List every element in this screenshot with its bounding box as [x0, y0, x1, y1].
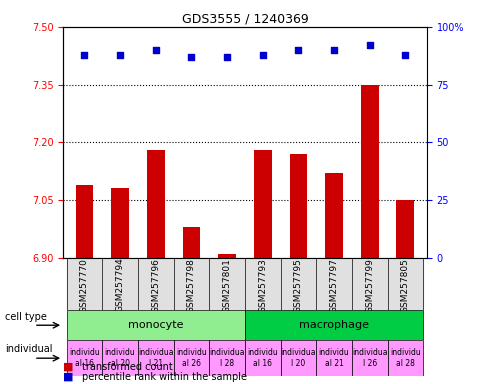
FancyBboxPatch shape [137, 340, 173, 376]
Bar [324, 173, 342, 258]
Bar [173, 258, 209, 310]
Text: GSM257794: GSM257794 [115, 258, 124, 313]
Bar [360, 84, 378, 258]
Bar [289, 154, 307, 258]
FancyBboxPatch shape [173, 340, 209, 376]
Bar [76, 185, 93, 258]
Point [187, 54, 195, 60]
Bar [66, 258, 102, 310]
Text: individua
l 20: individua l 20 [280, 349, 316, 368]
Bar [147, 150, 165, 258]
FancyBboxPatch shape [280, 340, 316, 376]
FancyBboxPatch shape [66, 310, 244, 340]
Text: individu
al 16: individu al 16 [69, 349, 100, 368]
Text: GSM257796: GSM257796 [151, 258, 160, 313]
Point [151, 47, 159, 53]
Text: macrophage: macrophage [299, 320, 368, 330]
Text: individu
al 16: individu al 16 [247, 349, 277, 368]
Text: GSM257798: GSM257798 [186, 258, 196, 313]
Text: GSM257770: GSM257770 [80, 258, 89, 313]
Point [330, 47, 337, 53]
Bar [102, 258, 137, 310]
FancyBboxPatch shape [351, 340, 387, 376]
FancyBboxPatch shape [316, 340, 351, 376]
Bar [137, 258, 173, 310]
Bar [280, 258, 316, 310]
Text: individua
l 28: individua l 28 [209, 349, 244, 368]
Text: transformed count: transformed count [82, 362, 173, 372]
Bar [316, 258, 351, 310]
FancyBboxPatch shape [244, 340, 280, 376]
Text: GSM257801: GSM257801 [222, 258, 231, 313]
FancyBboxPatch shape [244, 310, 423, 340]
Text: GSM257797: GSM257797 [329, 258, 338, 313]
Text: individu
al 26: individu al 26 [176, 349, 206, 368]
Text: individu
al 21: individu al 21 [318, 349, 349, 368]
Text: ■: ■ [63, 362, 74, 372]
Point [365, 42, 373, 48]
FancyBboxPatch shape [66, 340, 102, 376]
Text: individua
l 26: individua l 26 [351, 349, 387, 368]
Bar [244, 258, 280, 310]
Bar [218, 254, 236, 258]
Text: ■: ■ [63, 372, 74, 382]
Text: cell type: cell type [5, 312, 46, 322]
Point [80, 51, 88, 58]
Bar [182, 227, 200, 258]
FancyBboxPatch shape [209, 340, 244, 376]
Text: monocyte: monocyte [128, 320, 183, 330]
Bar [351, 258, 387, 310]
Point [223, 54, 230, 60]
Point [116, 51, 124, 58]
FancyBboxPatch shape [102, 340, 137, 376]
Text: GSM257799: GSM257799 [364, 258, 374, 313]
Point [401, 51, 408, 58]
Text: percentile rank within the sample: percentile rank within the sample [82, 372, 247, 382]
Text: GSM257805: GSM257805 [400, 258, 409, 313]
Bar [209, 258, 244, 310]
Text: individu
al 20: individu al 20 [105, 349, 135, 368]
FancyBboxPatch shape [387, 340, 423, 376]
Point [294, 47, 302, 53]
Text: individual: individual [5, 344, 52, 354]
Bar [387, 258, 423, 310]
Text: individu
al 28: individu al 28 [389, 349, 420, 368]
Title: GDS3555 / 1240369: GDS3555 / 1240369 [181, 13, 308, 26]
Bar [396, 200, 413, 258]
Point [258, 51, 266, 58]
Bar [253, 150, 271, 258]
Text: individua
l 21: individua l 21 [138, 349, 173, 368]
Text: GSM257793: GSM257793 [257, 258, 267, 313]
Bar [111, 189, 129, 258]
Text: GSM257795: GSM257795 [293, 258, 302, 313]
